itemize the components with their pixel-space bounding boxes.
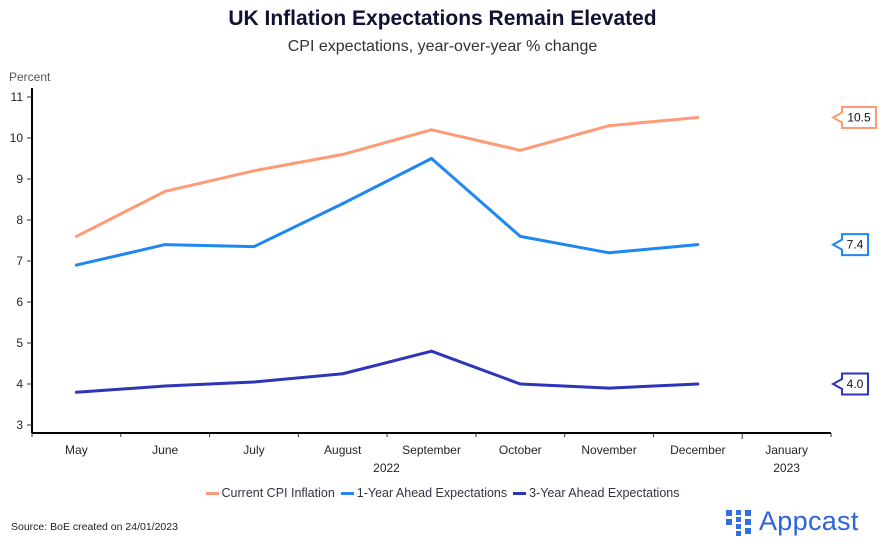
- data-point: [430, 128, 433, 132]
- end-value-callout: 7.4: [830, 233, 869, 257]
- y-tick-label: 6: [16, 295, 23, 309]
- y-tick-label: 3: [16, 418, 23, 432]
- x-tick-label: January: [765, 443, 808, 457]
- y-tick-label: 8: [16, 213, 23, 227]
- legend-item[interactable]: Current CPI Inflation: [205, 486, 335, 500]
- data-point: [696, 382, 700, 386]
- data-point: [518, 148, 522, 152]
- callout-value: 4.0: [847, 377, 864, 391]
- data-point: [74, 263, 78, 267]
- callout-box: [830, 106, 877, 129]
- callout-box: [830, 372, 869, 396]
- appcast-logo: Appcast: [724, 506, 859, 537]
- data-point: [252, 245, 256, 249]
- y-tick-label: 4: [16, 377, 23, 391]
- logo-text: Appcast: [759, 506, 859, 536]
- data-point: [430, 157, 433, 160]
- line-chart: 3 4 5 6 7 8 9 10 11 Percent May June July August Septe…: [9, 70, 877, 475]
- data-point: [163, 384, 167, 388]
- y-axis-title: Percent: [9, 70, 51, 84]
- y-tick-label: 7: [16, 254, 23, 268]
- chart-title: UK Inflation Expectations Remain Elevate…: [228, 7, 657, 30]
- data-point: [163, 243, 167, 247]
- callout-value: 7.4: [847, 238, 864, 252]
- legend-swatch-icon: [513, 491, 527, 495]
- series-line-3: [76, 349, 698, 394]
- logo-dots-icon: [724, 507, 754, 537]
- data-point: [696, 116, 700, 119]
- series-line-1: [75, 116, 698, 238]
- callout-box: [830, 233, 869, 257]
- callout-value: 10.5: [847, 111, 871, 125]
- data-point: [518, 382, 522, 386]
- y-tick-label: 9: [16, 172, 23, 186]
- data-point: [696, 243, 700, 247]
- legend-swatch-icon: [340, 491, 354, 495]
- x-year-label: 2023: [773, 461, 800, 475]
- x-tick-label: May: [65, 443, 88, 457]
- data-point: [74, 234, 78, 238]
- data-point: [74, 390, 78, 394]
- legend-label: 3-Year Ahead Expectations: [529, 486, 680, 500]
- x-tick-label: December: [670, 443, 725, 457]
- series-line-2: [76, 157, 698, 267]
- chart-legend: Current CPI Inflation 1-Year Ahead Expect…: [0, 486, 885, 500]
- data-point: [163, 189, 167, 193]
- data-point: [341, 202, 345, 206]
- source-note: Source: BoE created on 24/01/2023: [11, 521, 178, 533]
- x-tick-label: October: [499, 443, 542, 457]
- legend-label: Current CPI Inflation: [221, 486, 335, 500]
- legend-item[interactable]: 3-Year Ahead Expectations: [513, 486, 679, 500]
- legend-item[interactable]: 1-Year Ahead Expectations: [340, 486, 508, 500]
- y-tick-label: 11: [11, 90, 24, 104]
- data-point: [607, 124, 611, 128]
- end-value-callout: 10.5: [830, 106, 877, 129]
- legend-swatch-icon: [205, 491, 219, 495]
- x-tick-label: August: [324, 443, 362, 457]
- x-tick-label: November: [581, 443, 636, 457]
- chart-subtitle: CPI expectations, year-over-year % chang…: [287, 38, 598, 55]
- data-point: [607, 251, 611, 255]
- y-tick-label: 10: [10, 131, 24, 145]
- x-tick-label: September: [402, 443, 461, 457]
- data-point: [341, 372, 345, 376]
- data-point: [252, 169, 256, 173]
- x-tick-label: July: [243, 443, 264, 457]
- data-point: [518, 234, 522, 238]
- data-point: [430, 349, 433, 353]
- y-tick-label: 5: [16, 336, 23, 350]
- data-point: [341, 152, 345, 156]
- data-point: [607, 386, 611, 390]
- data-point: [252, 380, 256, 384]
- x-year-label: 2022: [373, 461, 400, 475]
- legend-label: 1-Year Ahead Expectations: [356, 486, 508, 500]
- end-value-callout: 4.0: [830, 372, 869, 396]
- x-tick-label: June: [152, 443, 178, 457]
